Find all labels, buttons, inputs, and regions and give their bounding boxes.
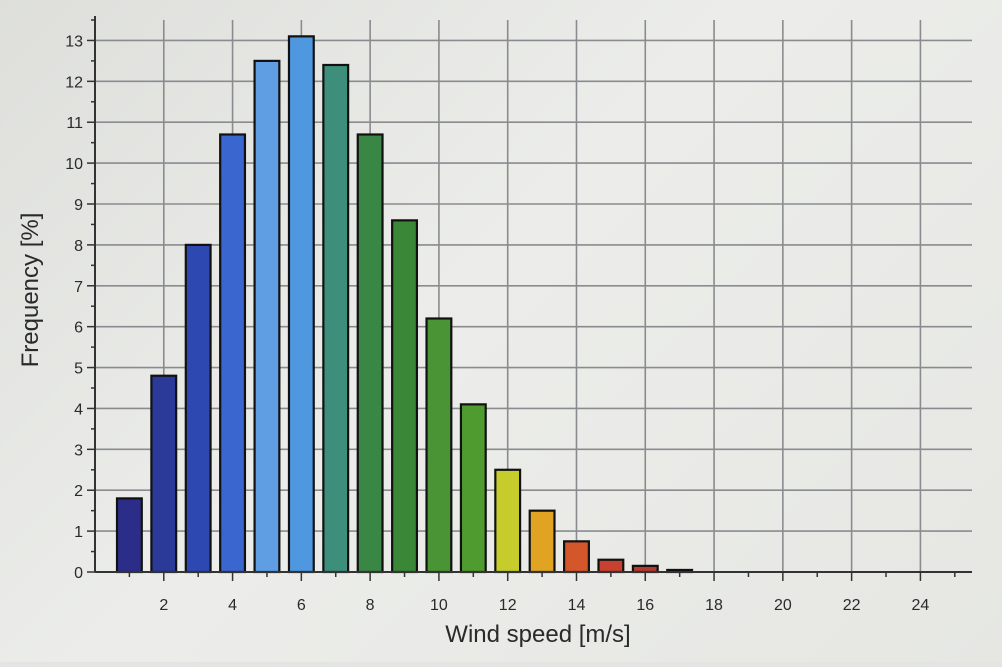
x-tick-label: 20: [774, 597, 792, 614]
y-tick-label: 2: [74, 483, 83, 500]
x-tick-label: 6: [297, 597, 306, 614]
y-tick-label: 5: [74, 361, 83, 378]
x-tick-label: 18: [705, 597, 723, 614]
y-tick-label: 4: [74, 401, 83, 418]
x-tick-label: 22: [843, 597, 861, 614]
x-tick-label: 8: [366, 597, 375, 614]
bar: [287, 35, 315, 574]
y-tick-label: 11: [66, 115, 83, 132]
y-tick-label: 3: [74, 442, 83, 459]
bar: [184, 243, 212, 574]
y-tick-label: 1: [74, 524, 83, 541]
y-tick-label: 7: [74, 279, 83, 296]
y-tick-label: 13: [65, 33, 83, 50]
y-tick-label: 8: [74, 238, 83, 255]
bar: [563, 540, 590, 574]
x-tick-label: 24: [912, 597, 930, 614]
y-tick-label: 12: [65, 74, 83, 91]
axes: [87, 16, 972, 581]
x-tick-label: 16: [636, 597, 654, 614]
x-tick-label: 10: [430, 597, 448, 614]
x-axis-title: Wind speed [m/s]: [445, 621, 630, 648]
y-tick-label: 0: [74, 565, 83, 582]
y-axis-title: Frequency [%]: [17, 213, 44, 368]
bar: [115, 497, 143, 574]
y-tick-label: 6: [74, 320, 83, 337]
bar: [219, 133, 247, 574]
x-tick-label: 4: [228, 597, 237, 614]
bar: [597, 558, 625, 574]
x-tick-label: 14: [568, 597, 586, 614]
x-tick-label: 2: [159, 597, 168, 614]
bar: [356, 133, 384, 574]
bar: [391, 219, 419, 574]
y-tick-label: 10: [65, 156, 83, 173]
bar: [253, 59, 281, 574]
bar: [494, 468, 522, 574]
y-tick-label: 9: [74, 197, 83, 214]
bar: [528, 509, 556, 574]
bar: [425, 317, 453, 574]
bar: [459, 403, 487, 574]
x-tick-label: 12: [499, 597, 517, 614]
bar: [322, 63, 350, 574]
bar: [150, 374, 178, 574]
bars: [115, 35, 694, 574]
